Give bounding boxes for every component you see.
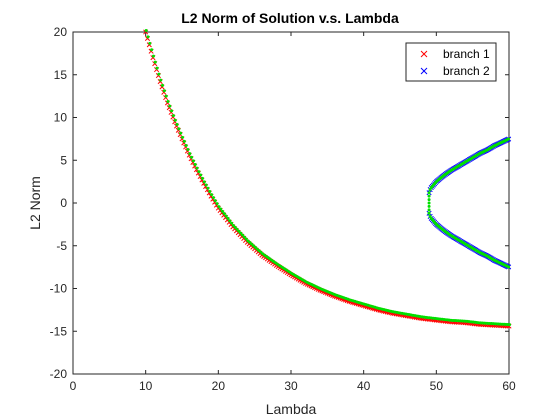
x-tick-label: 40 bbox=[357, 379, 371, 393]
x-tick-label: 20 bbox=[212, 379, 226, 393]
overlay-point-branch-1 bbox=[208, 189, 212, 193]
overlay-point-branch-1 bbox=[186, 148, 190, 152]
data-marks bbox=[143, 29, 512, 329]
series-branch-1-overlay bbox=[144, 29, 511, 327]
y-tick-label: 10 bbox=[54, 111, 68, 125]
overlay-point-branch-1 bbox=[233, 225, 237, 229]
overlay-point-branch-1 bbox=[219, 207, 223, 211]
x-axis-label: Lambda bbox=[266, 401, 317, 417]
overlay-point-branch-1 bbox=[150, 48, 154, 52]
overlay-point-branch-1 bbox=[213, 199, 217, 203]
overlay-point-branch-2-upper bbox=[507, 137, 511, 141]
overlay-point-branch-1 bbox=[170, 109, 174, 113]
overlay-point-branch-1 bbox=[224, 214, 228, 218]
overlay-point-branch-1 bbox=[210, 193, 214, 197]
overlay-point-branch-1 bbox=[230, 221, 234, 225]
overlay-point-branch-1 bbox=[200, 176, 204, 180]
y-tick-label: 15 bbox=[54, 68, 68, 82]
legend-marker-branch-2 bbox=[420, 67, 428, 75]
overlay-point-branch-1 bbox=[161, 83, 165, 87]
y-tick-label: 20 bbox=[54, 25, 68, 39]
overlay-point-branch-1 bbox=[153, 60, 157, 64]
y-tick-label: -20 bbox=[50, 367, 68, 381]
overlay-point-branch-1 bbox=[240, 233, 244, 237]
legend-x-branch-1 bbox=[420, 50, 428, 58]
overlay-point-branch-1 bbox=[144, 29, 148, 32]
overlay-point-branch-1 bbox=[148, 41, 152, 45]
y-tick-label: 0 bbox=[60, 196, 67, 210]
overlay-point-branch-1 bbox=[222, 212, 226, 216]
overlay-point-branch-1 bbox=[179, 131, 183, 135]
x-tick-label: 50 bbox=[430, 379, 444, 393]
series-branch-2-overlay bbox=[427, 137, 511, 269]
overlay-point-branch-1 bbox=[193, 163, 197, 167]
y-tick-label: -10 bbox=[50, 282, 68, 296]
y-tick-label: -15 bbox=[50, 324, 68, 338]
overlay-point-branch-1 bbox=[239, 231, 243, 235]
legend-label-branch-1: branch 1 bbox=[443, 47, 490, 61]
overlay-point-branch-1 bbox=[175, 123, 179, 127]
overlay-point-branch-1 bbox=[159, 78, 163, 82]
overlay-point-branch-1 bbox=[151, 54, 155, 58]
overlay-point-branch-1 bbox=[162, 89, 166, 93]
overlay-point-branch-1 bbox=[190, 155, 194, 159]
legend-x-branch-2 bbox=[420, 67, 428, 75]
overlay-point-fold bbox=[427, 208, 431, 212]
overlay-point-branch-1 bbox=[206, 186, 210, 190]
overlay-point-fold bbox=[427, 211, 431, 215]
overlay-point-branch-1 bbox=[231, 223, 235, 227]
overlay-point-branch-1 bbox=[202, 180, 206, 184]
overlay-point-branch-2-upper bbox=[427, 191, 431, 195]
overlay-point-branch-1 bbox=[146, 35, 150, 39]
overlay-point-branch-1 bbox=[197, 170, 201, 174]
legend-label-branch-2: branch 2 bbox=[443, 64, 490, 78]
overlay-point-branch-1 bbox=[215, 202, 219, 206]
overlay-point-branch-1 bbox=[191, 159, 195, 163]
chart-title: L2 Norm of Solution v.s. Lambda bbox=[181, 10, 399, 26]
overlay-point-branch-1 bbox=[173, 118, 177, 122]
y-tick-label: 5 bbox=[60, 153, 67, 167]
overlay-point-branch-1 bbox=[211, 196, 215, 200]
overlay-point-branch-1 bbox=[242, 235, 246, 239]
overlay-point-branch-1 bbox=[177, 127, 181, 131]
overlay-point-branch-1 bbox=[157, 72, 161, 76]
overlay-point-branch-1 bbox=[181, 135, 184, 139]
y-axis-label: L2 Norm bbox=[27, 176, 43, 230]
overlay-point-branch-1 bbox=[171, 114, 175, 118]
overlay-point-branch-1 bbox=[244, 237, 248, 241]
overlay-point-branch-2-lower bbox=[507, 265, 511, 269]
overlay-point-branch-1 bbox=[204, 183, 208, 187]
overlay-point-branch-1 bbox=[508, 323, 511, 327]
x-tick-label: 30 bbox=[284, 379, 298, 393]
plot-area bbox=[72, 31, 510, 375]
overlay-point-fold bbox=[427, 204, 431, 208]
y-tick-label: -5 bbox=[56, 239, 67, 253]
overlay-point-fold bbox=[427, 194, 431, 198]
x-tick-label: 60 bbox=[502, 379, 516, 393]
overlay-point-branch-1 bbox=[182, 139, 186, 143]
overlay-point-branch-1 bbox=[188, 152, 192, 156]
overlay-point-branch-1 bbox=[217, 205, 221, 209]
overlay-point-branch-1 bbox=[164, 94, 168, 98]
overlay-point-branch-1 bbox=[237, 229, 241, 233]
overlay-point-branch-1 bbox=[235, 227, 239, 231]
overlay-point-branch-1 bbox=[184, 143, 188, 147]
overlay-point-branch-1 bbox=[228, 219, 232, 223]
overlay-point-branch-1 bbox=[155, 66, 159, 70]
legend-box bbox=[405, 42, 497, 82]
legend: branch 1 branch 2 bbox=[405, 42, 497, 82]
x-tick-label: 0 bbox=[70, 379, 77, 393]
overlay-point-branch-1 bbox=[220, 209, 224, 213]
overlay-point-branch-1 bbox=[199, 173, 203, 177]
overlay-point-fold bbox=[427, 198, 431, 202]
x-tick-label: 10 bbox=[139, 379, 153, 393]
overlay-point-branch-1 bbox=[168, 104, 172, 108]
overlay-point-branch-1 bbox=[166, 99, 170, 103]
overlay-point-branch-1 bbox=[226, 216, 230, 220]
overlay-point-branch-1 bbox=[195, 166, 199, 170]
overlay-point-fold bbox=[427, 201, 431, 205]
axis-ticks: 0 10 20 30 40 50 60 -20 -15 -10 -5 0 5 10 15 20 bbox=[50, 25, 516, 393]
legend-marker-branch-1 bbox=[420, 50, 428, 58]
